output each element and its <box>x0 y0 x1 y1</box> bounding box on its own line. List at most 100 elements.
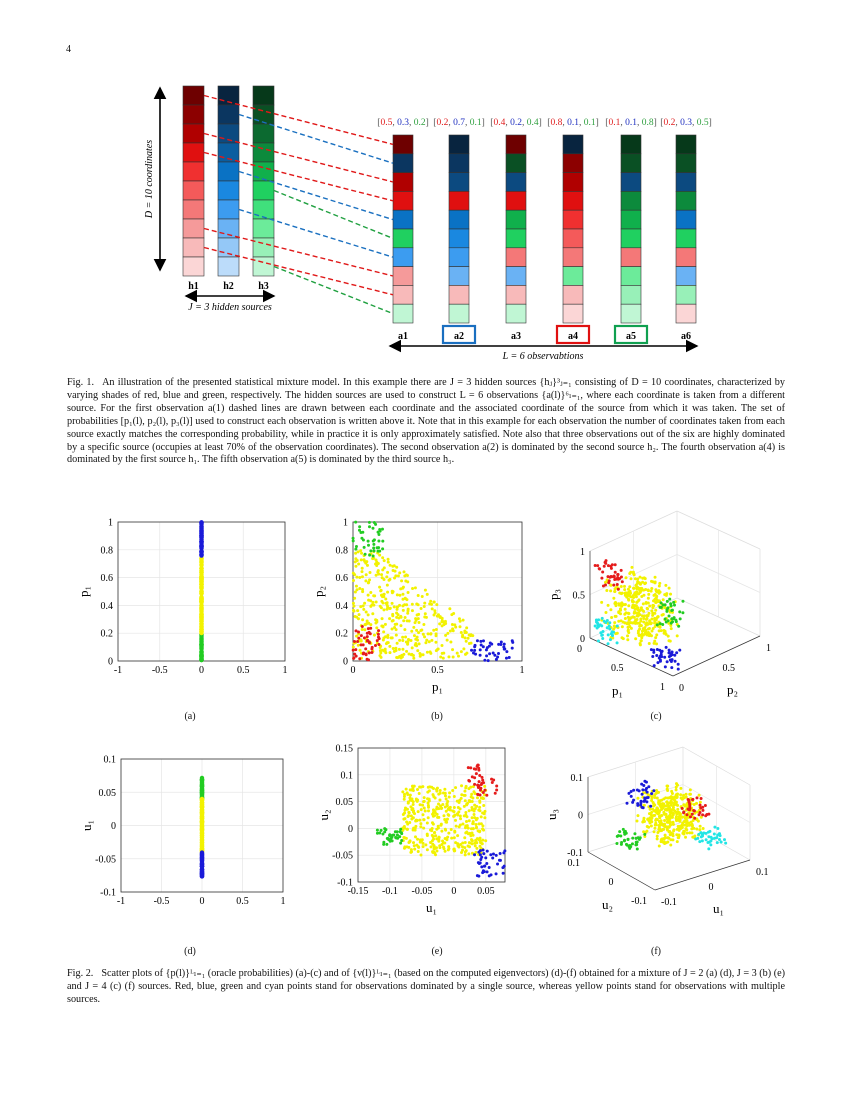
dashed-link-line <box>203 246 394 296</box>
source-cell <box>182 199 205 220</box>
data-point-cyan <box>707 835 711 839</box>
data-point-yellow <box>431 812 435 816</box>
data-point-blue <box>652 789 656 793</box>
data-point-green <box>658 605 662 609</box>
data-point-green <box>354 547 358 551</box>
data-point-yellow <box>432 837 436 841</box>
data-point-yellow <box>411 816 415 820</box>
data-point-red <box>483 788 487 792</box>
data-point-yellow <box>483 784 487 788</box>
data-point-green <box>199 646 204 652</box>
data-point-blue <box>496 862 500 866</box>
data-point-yellow <box>671 820 675 824</box>
data-point-blue <box>483 658 487 662</box>
x-tick-label: -0.15 <box>348 886 369 897</box>
data-point-yellow <box>653 575 657 579</box>
observation-cell <box>620 228 642 249</box>
data-point-green <box>399 827 403 831</box>
data-point-yellow <box>380 617 384 621</box>
y-tick-label: 1 <box>108 518 113 529</box>
data-point-yellow <box>653 611 657 615</box>
data-point-yellow <box>626 587 630 591</box>
data-point-yellow <box>422 623 426 627</box>
data-point-yellow <box>618 591 622 595</box>
observation-cell <box>448 247 470 267</box>
data-point-yellow <box>374 618 378 622</box>
data-point-yellow <box>675 840 679 844</box>
data-point-yellow <box>351 645 355 649</box>
data-point-yellow <box>660 802 664 806</box>
data-point-yellow <box>636 631 640 635</box>
data-point-yellow <box>361 587 365 591</box>
data-point-yellow <box>409 848 413 852</box>
data-point-cyan <box>698 840 702 844</box>
observation-cell <box>675 303 697 324</box>
y-tick-label: -0.1 <box>337 878 353 889</box>
data-point-yellow <box>446 835 450 839</box>
data-point-yellow <box>636 796 640 800</box>
data-point-yellow <box>632 586 636 590</box>
data-point-yellow <box>199 586 204 591</box>
data-point-cyan <box>694 837 698 841</box>
data-point-yellow <box>437 815 441 819</box>
data-point-yellow <box>367 598 371 602</box>
data-point-yellow <box>471 785 475 789</box>
data-point-yellow <box>661 598 665 602</box>
data-point-blue <box>480 865 484 869</box>
observation-cell <box>505 191 527 211</box>
data-point-yellow <box>470 792 474 796</box>
data-point-yellow <box>644 628 648 632</box>
data-point-yellow <box>461 848 465 852</box>
data-point-yellow <box>654 823 658 827</box>
data-point-yellow <box>453 829 457 833</box>
data-point-blue <box>647 785 651 789</box>
data-point-yellow <box>479 841 483 845</box>
data-point-yellow <box>416 845 420 849</box>
data-point-yellow <box>473 816 477 820</box>
data-point-cyan <box>608 638 612 642</box>
data-point-blue <box>640 792 644 796</box>
data-point-yellow <box>600 600 604 604</box>
data-point-yellow <box>436 613 440 617</box>
data-point-green <box>643 832 647 836</box>
data-point-green <box>398 835 402 839</box>
data-point-yellow <box>693 811 697 815</box>
data-point-yellow <box>462 804 466 808</box>
data-point-yellow <box>378 553 382 557</box>
data-point-yellow <box>401 635 405 639</box>
y-axis-label: p₂ <box>311 586 326 597</box>
observation-cell <box>392 153 414 173</box>
data-point-cyan <box>605 626 609 630</box>
data-point-yellow <box>697 808 701 812</box>
data-point-yellow <box>659 629 663 633</box>
observation-cell <box>448 266 470 286</box>
source-cell <box>182 123 205 144</box>
data-point-yellow <box>450 836 454 840</box>
data-point-yellow <box>460 793 464 797</box>
probability-value: 0.1 <box>469 118 482 128</box>
data-point-red <box>693 816 697 820</box>
data-point-cyan <box>610 630 614 634</box>
data-point-green <box>634 836 638 840</box>
data-point-blue <box>504 656 508 660</box>
data-point-blue <box>503 849 507 853</box>
y-axis-label: u₂ <box>316 809 331 820</box>
observation-cell <box>392 303 414 324</box>
data-point-blue <box>485 849 489 853</box>
data-point-blue <box>663 665 667 669</box>
data-point-green <box>663 603 667 607</box>
data-point-green <box>378 831 382 835</box>
data-point-yellow <box>678 812 682 816</box>
data-point-yellow <box>382 630 386 634</box>
observation-cell <box>620 285 642 305</box>
data-point-yellow <box>356 643 360 647</box>
data-point-yellow <box>359 605 363 609</box>
data-point-yellow <box>406 800 410 804</box>
data-point-blue <box>678 648 682 652</box>
data-point-yellow <box>675 803 679 807</box>
data-point-yellow <box>453 818 457 822</box>
data-point-yellow <box>403 616 407 620</box>
y-tick-label: 0.4 <box>101 601 114 612</box>
x-tick-label: -0.5 <box>152 665 168 676</box>
source-cell <box>252 237 275 258</box>
